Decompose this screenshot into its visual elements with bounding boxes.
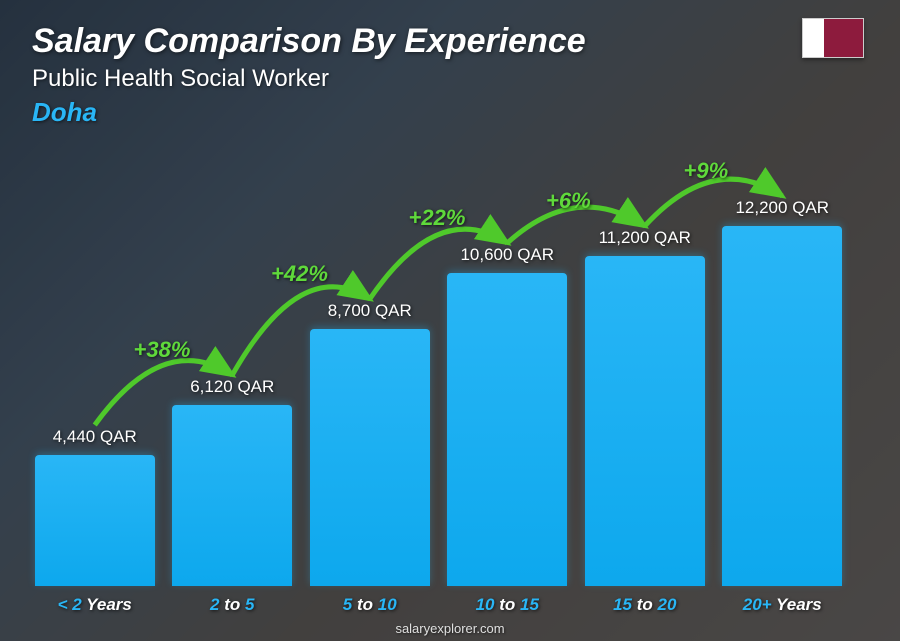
- bar-group: 6,120 QAR: [170, 377, 296, 586]
- bar: [585, 256, 705, 586]
- xaxis-label: 15 to 20: [582, 595, 708, 615]
- flag-right: [824, 19, 863, 57]
- xaxis-label: < 2 Years: [32, 595, 158, 615]
- increase-pct: +22%: [409, 205, 466, 231]
- bar: [722, 226, 842, 586]
- bar-group: 8,700 QAR: [307, 301, 433, 586]
- increase-pct: +38%: [134, 337, 191, 363]
- increase-pct: +9%: [684, 158, 729, 184]
- bar-group: 4,440 QAR: [32, 427, 158, 586]
- bar-group: 11,200 QAR: [582, 228, 708, 586]
- bar-value-label: 10,600 QAR: [460, 245, 554, 265]
- bar-value-label: 12,200 QAR: [735, 198, 829, 218]
- increase-pct: +6%: [546, 188, 591, 214]
- xaxis: < 2 Years 2 to 5 5 to 10 10 to 15 15 to 20 20…: [32, 595, 845, 615]
- chart-location: Doha: [32, 97, 860, 128]
- xaxis-label: 20+ Years: [720, 595, 846, 615]
- xaxis-label: 2 to 5: [170, 595, 296, 615]
- xaxis-label: 5 to 10: [307, 595, 433, 615]
- bar-value-label: 4,440 QAR: [53, 427, 137, 447]
- chart-container: Salary Comparison By Experience Public H…: [0, 0, 900, 641]
- bar-value-label: 8,700 QAR: [328, 301, 412, 321]
- footer-credit: salaryexplorer.com: [0, 621, 900, 636]
- bar-group: 10,600 QAR: [445, 245, 571, 586]
- bar: [172, 405, 292, 586]
- flag-icon: [802, 18, 864, 58]
- bar-value-label: 11,200 QAR: [599, 228, 691, 248]
- bar-group: 12,200 QAR: [720, 198, 846, 586]
- bar-value-label: 6,120 QAR: [190, 377, 274, 397]
- flag-left: [803, 19, 824, 57]
- chart-title: Salary Comparison By Experience: [32, 22, 860, 61]
- bar: [447, 273, 567, 586]
- bar: [35, 455, 155, 586]
- xaxis-label: 10 to 15: [445, 595, 571, 615]
- chart-subtitle: Public Health Social Worker: [32, 65, 860, 93]
- increase-pct: +42%: [271, 261, 328, 287]
- header: Salary Comparison By Experience Public H…: [32, 22, 860, 128]
- bar: [310, 329, 430, 586]
